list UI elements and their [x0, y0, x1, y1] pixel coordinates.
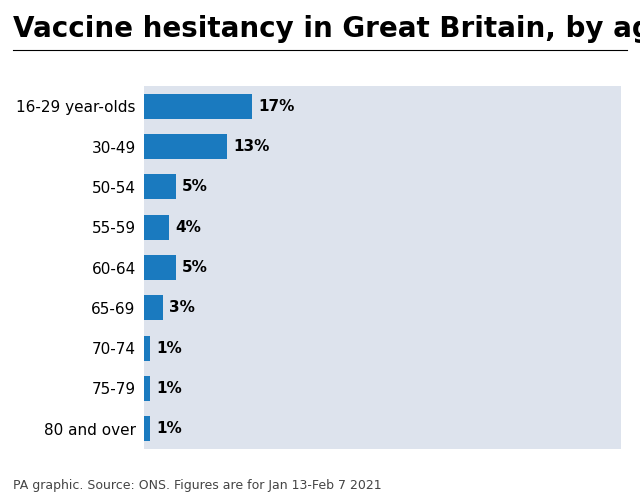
Text: 1%: 1% [157, 381, 182, 396]
Bar [144, 174, 176, 200]
FancyBboxPatch shape [144, 328, 621, 368]
Bar [144, 376, 150, 401]
Text: PA graphic. Source: ONS. Figures are for Jan 13-Feb 7 2021: PA graphic. Source: ONS. Figures are for… [13, 480, 381, 492]
Text: Vaccine hesitancy in Great Britain, by age: Vaccine hesitancy in Great Britain, by a… [13, 15, 640, 43]
Text: 13%: 13% [233, 139, 269, 154]
FancyBboxPatch shape [144, 248, 621, 288]
FancyBboxPatch shape [144, 408, 621, 449]
FancyBboxPatch shape [144, 126, 621, 166]
FancyBboxPatch shape [144, 166, 621, 207]
Text: 3%: 3% [170, 300, 195, 316]
Bar [144, 134, 227, 159]
Text: 5%: 5% [182, 260, 208, 275]
Text: 1%: 1% [157, 422, 182, 436]
Bar [144, 94, 252, 118]
FancyBboxPatch shape [144, 288, 621, 328]
Bar [144, 416, 150, 442]
Text: 17%: 17% [259, 98, 295, 114]
Text: 4%: 4% [176, 220, 202, 234]
FancyBboxPatch shape [144, 207, 621, 248]
Text: 1%: 1% [157, 340, 182, 355]
Bar [144, 214, 170, 240]
FancyBboxPatch shape [144, 86, 621, 126]
Bar [144, 336, 150, 360]
Bar [144, 296, 163, 320]
Bar [144, 255, 176, 280]
FancyBboxPatch shape [144, 368, 621, 408]
Text: 5%: 5% [182, 180, 208, 194]
